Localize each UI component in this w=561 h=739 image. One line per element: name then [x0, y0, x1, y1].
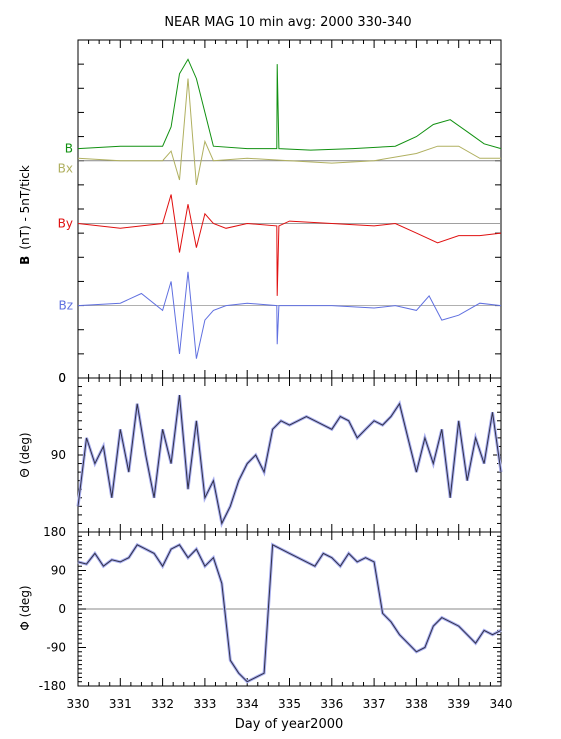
field-series-line-1	[77, 78, 501, 185]
phi-series-halo	[77, 542, 502, 684]
y-axis-label-theta: Θ (deg)	[18, 432, 32, 477]
y-axis-label-phi: Φ (deg)	[18, 585, 32, 630]
chart-title: NEAR MAG 10 min avg: 2000 330-340	[164, 15, 411, 30]
panel-field: 0 B Bx By Bz	[58, 39, 502, 385]
field-series-line-3	[77, 271, 502, 359]
theta-frame	[77, 377, 502, 533]
x-tick-label: 339	[447, 697, 470, 711]
panel-phi: 180 90 0 -90 -180	[39, 525, 502, 693]
x-tick-label: 338	[405, 697, 428, 711]
x-tick-label: 335	[278, 697, 301, 711]
phi-y-tick-label: 0	[58, 602, 66, 616]
panel-theta: 0 90	[51, 371, 503, 533]
y-axis-label-bold: B	[18, 256, 32, 265]
phi-series-line-0	[77, 544, 502, 683]
series-label-b: B	[65, 142, 73, 156]
y-axis-label-units: (nT) - 5nT/tick	[18, 165, 32, 250]
series-label-by: By	[58, 216, 73, 230]
x-axis-label: Day of year2000	[235, 717, 344, 732]
phi-y-tick-label: -180	[39, 679, 66, 693]
theta-y-tick-label: 0	[58, 371, 66, 385]
x-tick-label: 340	[490, 697, 513, 711]
series-label-bx: Bx	[58, 162, 73, 176]
y-axis-label-field: B (nT) - 5nT/tick	[18, 165, 32, 265]
series-label-bz: Bz	[58, 299, 73, 313]
theta-series-halo	[76, 394, 503, 529]
theta-y-tick-label: 90	[51, 448, 66, 462]
phi-y-tick-label: 180	[43, 525, 66, 539]
x-tick-label: 332	[151, 697, 174, 711]
field-series-line-2	[77, 194, 502, 296]
x-tick-label: 336	[320, 697, 343, 711]
x-tick-label: 330	[67, 697, 90, 711]
x-tick-label: 331	[109, 697, 132, 711]
x-tick-label: 337	[363, 697, 386, 711]
theta-series-line-0	[77, 395, 502, 525]
x-axis: 330 331 332 333 334 335 336 337 338 339 340	[67, 697, 513, 711]
field-y-tick-label: 0	[58, 371, 66, 385]
x-tick-label: 333	[193, 697, 216, 711]
field-series-line-0	[77, 58, 502, 151]
phi-y-tick-label: -90	[46, 641, 66, 655]
field-frame	[77, 39, 502, 379]
phi-y-tick-label: 90	[51, 564, 66, 578]
x-tick-label: 334	[236, 697, 259, 711]
